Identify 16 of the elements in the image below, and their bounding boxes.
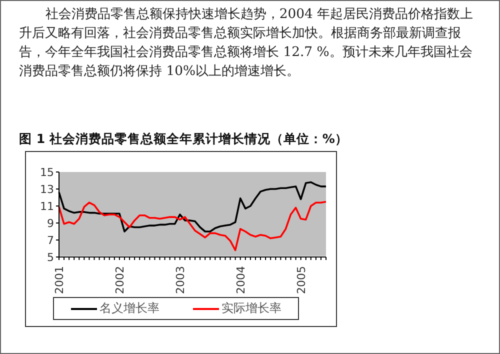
x-tick-label: 2002 — [113, 266, 126, 294]
x-tick-label: 2003 — [174, 266, 187, 294]
legend-label: 名义增长率 — [98, 300, 160, 317]
x-tick-label: 2001 — [53, 266, 66, 294]
y-tick-label: 13 — [40, 182, 54, 196]
y-tick-label: 11 — [40, 200, 54, 213]
text: 社会消费品零售总额保持快速增长趋势，2004 年起居民消费品价格指数上升后又略有回落，社会消费品零售总额实际增长加快。根据商务部最新调查报告，今年全年我国社会消费品零售总额将增长 12.7 %。预计未来几年我国社会消费品零售总额仍将保持 10%以上的增速增长。 — [19, 6, 474, 81]
y-tick-label: 5 — [47, 250, 54, 264]
legend-label: 实际增长率 — [220, 300, 282, 317]
line-series — [58, 200, 327, 252]
y-tick-label: 9 — [47, 216, 54, 230]
y-tick-label: 7 — [47, 234, 54, 247]
y-tick-label: 15 — [40, 166, 54, 179]
x-tick-label: 2005 — [294, 266, 308, 294]
x-tick-label: 2004 — [234, 266, 248, 294]
chart-title: 图 1 社会消费品零售总额全年累计增长情况（单位：%） — [19, 131, 348, 148]
